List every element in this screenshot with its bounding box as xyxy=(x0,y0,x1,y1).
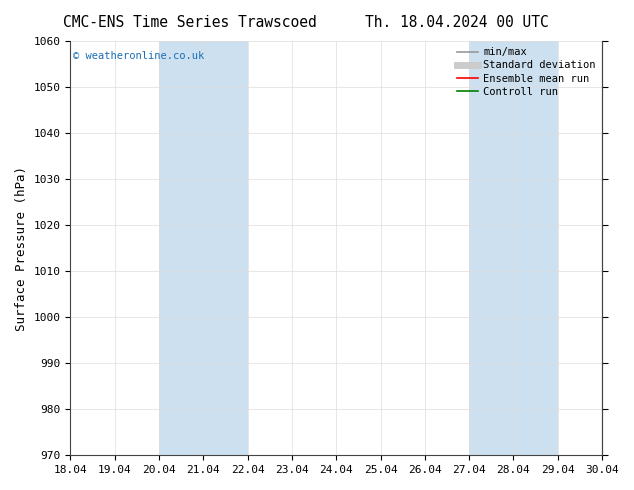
Text: © weatheronline.co.uk: © weatheronline.co.uk xyxy=(73,51,204,61)
Bar xyxy=(469,41,558,455)
Text: CMC-ENS Time Series Trawscoed: CMC-ENS Time Series Trawscoed xyxy=(63,15,317,30)
Legend: min/max, Standard deviation, Ensemble mean run, Controll run: min/max, Standard deviation, Ensemble me… xyxy=(453,43,600,101)
Text: Th. 18.04.2024 00 UTC: Th. 18.04.2024 00 UTC xyxy=(365,15,548,30)
Bar xyxy=(159,41,247,455)
Y-axis label: Surface Pressure (hPa): Surface Pressure (hPa) xyxy=(15,166,28,331)
